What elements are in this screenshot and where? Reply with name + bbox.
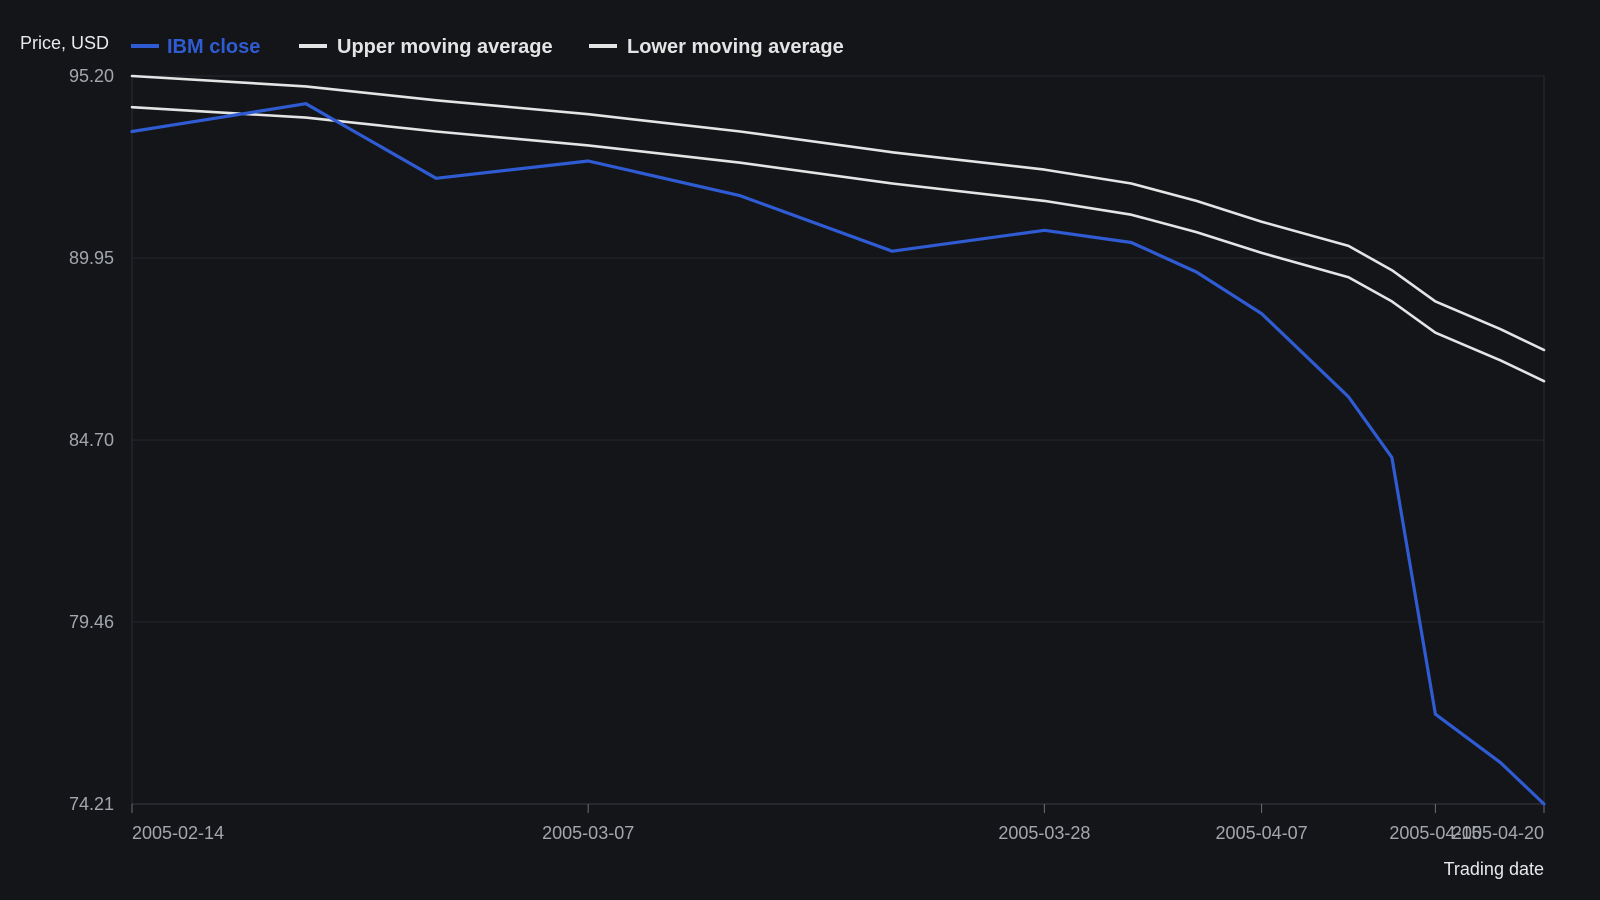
series-line-upper-moving-average — [130, 74, 1546, 352]
x-axis-ticks: 2005-02-14 2005-03-07 2005-03-28 2005-04-07… — [131, 804, 1545, 843]
y-axis-title: Price, USD — [20, 33, 109, 53]
series-line-ibm-close — [130, 102, 1546, 806]
x-tick-label: 2005-03-07 — [542, 823, 634, 843]
x-tick-label: 2005-02-14 — [132, 823, 224, 843]
legend-label-lower-moving-average: Lower moving average — [627, 36, 844, 58]
legend-label-ibm-close: IBM close — [167, 36, 260, 58]
x-tick-label: 2005-03-28 — [998, 823, 1090, 843]
y-tick-label: 95.20 — [69, 66, 114, 86]
legend: IBM close Upper moving average Lower mov… — [131, 36, 844, 58]
series-lines — [130, 74, 1546, 806]
y-tick-label: 74.21 — [69, 794, 114, 814]
series-line-lower-moving-average — [130, 105, 1546, 383]
x-tick-label: 2005-04-20 — [1452, 823, 1544, 843]
y-axis-ticks: 95.20 89.95 84.70 79.46 74.21 — [69, 66, 114, 814]
grid-lines — [131, 75, 1545, 805]
legend-label-upper-moving-average: Upper moving average — [337, 36, 553, 58]
y-tick-label: 79.46 — [69, 612, 114, 632]
y-tick-label: 84.70 — [69, 430, 114, 450]
x-axis-title: Trading date — [1444, 859, 1544, 879]
y-tick-label: 89.95 — [69, 248, 114, 268]
x-tick-label: 2005-04-15 — [1389, 823, 1481, 843]
x-tick-label: 2005-04-07 — [1216, 823, 1308, 843]
